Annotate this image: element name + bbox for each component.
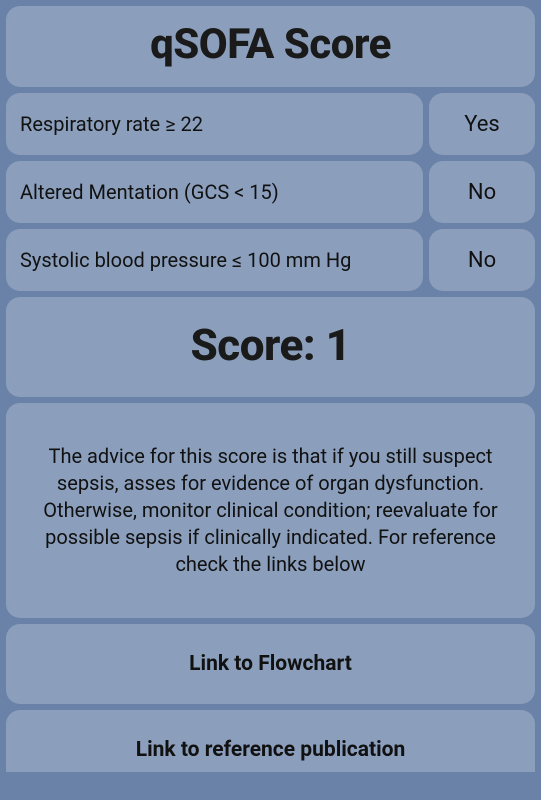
link-label: Link to reference publication xyxy=(136,738,406,762)
link-reference-publication[interactable]: Link to reference publication xyxy=(6,710,535,772)
criteria-value-toggle[interactable]: Yes xyxy=(429,93,535,155)
header-card: qSOFA Score xyxy=(6,6,535,87)
criteria-row: Altered Mentation (GCS < 15) No xyxy=(6,161,535,223)
criteria-label-text: Respiratory rate ≥ 22 xyxy=(20,112,203,136)
criteria-label: Respiratory rate ≥ 22 xyxy=(6,93,423,155)
criteria-value-text: No xyxy=(468,248,496,273)
criteria-row: Respiratory rate ≥ 22 Yes xyxy=(6,93,535,155)
advice-card: The advice for this score is that if you… xyxy=(6,403,535,618)
criteria-row: Systolic blood pressure ≤ 100 mm Hg No xyxy=(6,229,535,291)
link-flowchart[interactable]: Link to Flowchart xyxy=(6,624,535,704)
score-card: Score: 1 xyxy=(6,297,535,397)
criteria-value-text: Yes xyxy=(464,112,500,137)
score-text: Score: 1 xyxy=(6,319,535,371)
criteria-label: Systolic blood pressure ≤ 100 mm Hg xyxy=(6,229,423,291)
criteria-value-toggle[interactable]: No xyxy=(429,161,535,223)
link-label: Link to Flowchart xyxy=(189,652,352,676)
page-title: qSOFA Score xyxy=(6,20,535,69)
criteria-label-text: Altered Mentation (GCS < 15) xyxy=(20,180,279,204)
criteria-label-text: Systolic blood pressure ≤ 100 mm Hg xyxy=(20,248,351,272)
criteria-label: Altered Mentation (GCS < 15) xyxy=(6,161,423,223)
advice-text: The advice for this score is that if you… xyxy=(24,443,517,578)
criteria-value-text: No xyxy=(468,180,496,205)
criteria-value-toggle[interactable]: No xyxy=(429,229,535,291)
